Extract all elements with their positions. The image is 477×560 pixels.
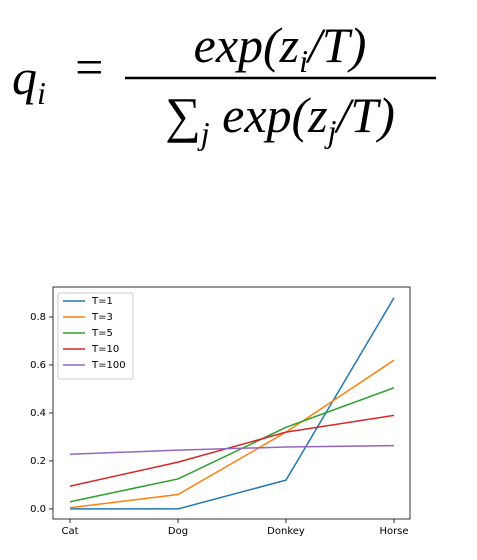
y-tick-label: 0.0 [30,504,46,515]
x-tick-label: Dog [168,526,188,537]
x-tick-label: Horse [379,526,408,537]
formula-numerator: exp(zi/T) [194,17,367,79]
formula-lhs: qi [12,49,46,111]
y-tick-label: 0.8 [30,312,46,323]
series-line [69,387,395,503]
x-tick-label: Donkey [267,526,305,537]
formula-denominator: ∑j exp(zj/T) [165,87,395,151]
plot-frame [52,286,411,520]
legend-label: T=10 [91,344,119,355]
series-line [69,359,395,509]
series-line [70,297,395,510]
legend-label: T=1 [91,296,113,307]
x-tick-label: Cat [61,526,78,537]
y-tick-label: 0.4 [30,408,46,419]
y-tick-label: 0.6 [30,360,46,371]
series-line [69,444,395,455]
legend-label: T=3 [91,312,113,323]
y-tick-label: 0.2 [30,456,46,467]
legend-label: T=5 [91,328,113,339]
series-line [69,414,395,487]
formula-equals: = [72,39,106,95]
legend-box [57,292,134,380]
legend-label: T=100 [91,360,126,371]
